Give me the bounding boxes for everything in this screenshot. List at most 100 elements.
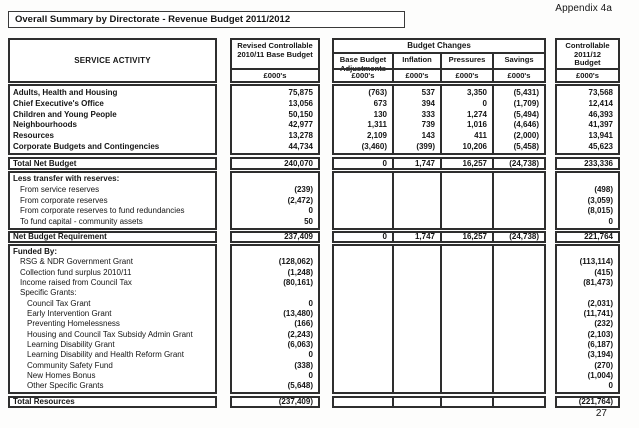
cell-infl: 394 xyxy=(421,98,435,108)
cell-sav xyxy=(494,278,544,288)
section-controllable-column: 233,336 xyxy=(555,157,620,170)
header-service-activity: SERVICE ACTIVITY xyxy=(8,38,217,83)
cell-sav xyxy=(494,350,544,360)
cell-infl xyxy=(394,247,440,257)
cell-adj xyxy=(334,381,392,391)
cell-sav: (5,431) xyxy=(513,88,539,97)
column-inflation: 1,747 xyxy=(392,159,440,168)
cell-base: (239) xyxy=(294,184,313,194)
cell-base xyxy=(232,288,318,298)
row-label: New Homes Bonus xyxy=(27,371,96,381)
cell-base: 42,977 xyxy=(288,120,313,130)
cell-infl xyxy=(394,185,440,196)
cell-base: (2,243) xyxy=(287,329,313,339)
cell-adj: (763) xyxy=(368,88,387,97)
column-savings xyxy=(492,398,544,406)
cell-infl xyxy=(394,196,440,207)
cell-base: (13,480) xyxy=(283,309,313,319)
section-service-column: Funded By: RSG & NDR Government Grant Coll… xyxy=(8,244,217,394)
table-section-reserves: Less transfer with reserves: From service… xyxy=(8,171,620,230)
cell-final: (3,059) xyxy=(587,195,613,205)
cell-base xyxy=(232,174,318,185)
appendix-label: Appendix 4a xyxy=(555,3,612,14)
cell-pres xyxy=(442,299,492,309)
row-label: Collection fund surplus 2010/11 xyxy=(20,267,132,277)
cell-adj: 130 xyxy=(373,109,387,119)
section-controllable-column: (221,764) xyxy=(555,396,620,408)
header-controllable-line2: 2011/12 xyxy=(573,49,602,59)
header-revised-units: £000's xyxy=(232,68,318,81)
cell-sav: (5,494) xyxy=(513,109,539,119)
cell-pres: 16,257 xyxy=(462,159,487,168)
cell-base: 240,070 xyxy=(284,159,313,168)
cell-pres: 16,257 xyxy=(462,233,487,241)
header-controllable-label: Controllable 2011/12 Budget xyxy=(557,40,618,68)
cell-final: (2,103) xyxy=(587,329,613,339)
section-budget-changes-box xyxy=(332,396,546,408)
cell-infl xyxy=(394,278,440,288)
header-revised-base-budget: Revised Controllable 2010/11 Base Budget… xyxy=(230,38,320,83)
column-pressures: 3,350 0 1,274 1,016 411 10,206 xyxy=(440,86,492,153)
row-label: Preventing Homelessness xyxy=(27,319,120,329)
cell-final xyxy=(557,174,618,185)
cell-sav xyxy=(494,398,544,407)
row-label: Learning Disability Grant xyxy=(27,340,115,350)
cell-adj xyxy=(334,268,392,278)
column-pressures: 16,257 xyxy=(440,159,492,168)
cell-sav xyxy=(494,319,544,329)
column-inflation xyxy=(392,398,440,406)
cell-adj xyxy=(334,257,392,267)
cell-pres: 1,016 xyxy=(466,120,487,130)
cell-adj xyxy=(334,361,392,371)
cell-adj xyxy=(334,174,392,185)
cell-base: (2,472) xyxy=(287,195,313,205)
cell-sav: (24,738) xyxy=(509,159,539,168)
header-column-base-budget-adjustments: Base Budget Adjustments £000's xyxy=(334,54,392,81)
section-base-budget-column: 75,875 13,056 50,150 42,977 13,278 44,734 xyxy=(230,84,320,155)
cell-final: 12,414 xyxy=(588,98,613,108)
cell-final: (3,194) xyxy=(587,350,613,360)
table-section-directorates: Adults, Health and Housing Chief Executiv… xyxy=(8,84,620,155)
cell-adj xyxy=(334,217,392,228)
cell-final: (8,015) xyxy=(587,206,613,216)
row-label: Total Resources xyxy=(13,398,75,406)
cell-base: (128,062) xyxy=(278,257,313,267)
row-label: Chief Executive's Office xyxy=(13,98,104,108)
cell-pres: 0 xyxy=(482,98,487,108)
cell-adj: 673 xyxy=(373,98,387,108)
cell-pres xyxy=(442,206,492,217)
row-label: Income raised from Council Tax xyxy=(20,278,132,288)
cell-sav: (4,646) xyxy=(513,120,539,130)
column-inflation xyxy=(392,246,440,392)
cell-final: (270) xyxy=(594,360,613,370)
cell-pres: 10,206 xyxy=(462,141,487,151)
header-revised-line1: Revised Controllable xyxy=(237,41,313,50)
row-label: Early Intervention Grant xyxy=(27,309,112,319)
cell-adj xyxy=(334,340,392,350)
section-controllable-column: (498) (3,059) (8,015) 0 xyxy=(555,171,620,230)
cell-sav xyxy=(494,309,544,319)
section-controllable-column: 221,764 xyxy=(555,231,620,243)
row-net-budget-requirement: Net Budget Requirement 237,409 0 1,747 1… xyxy=(8,231,620,243)
section-budget-changes-columns xyxy=(334,398,544,406)
cell-adj xyxy=(334,309,392,319)
cell-sav xyxy=(494,371,544,381)
cell-adj xyxy=(334,278,392,288)
column-savings: (24,738) xyxy=(492,159,544,168)
header-inflation-label: Inflation xyxy=(402,55,432,64)
section-budget-changes-box: (763) 673 130 1,311 2,109 (3,460) 537 394 333 73… xyxy=(332,84,546,155)
column-adjustments: 0 xyxy=(334,159,392,168)
cell-final: (415) xyxy=(594,267,613,277)
cell-infl xyxy=(394,381,440,391)
cell-infl: (399) xyxy=(416,141,435,151)
section-service-column: Adults, Health and Housing Chief Executiv… xyxy=(8,84,217,155)
cell-pres xyxy=(442,288,492,298)
row-label: To fund capital - community assets xyxy=(20,217,143,227)
cell-base: 44,734 xyxy=(288,141,313,151)
cell-final: (2,031) xyxy=(587,298,613,308)
cell-adj xyxy=(334,371,392,381)
header-adjustments-line1: Base Budget xyxy=(339,55,387,64)
cell-adj xyxy=(334,319,392,329)
header-column-inflation: Inflation £000's xyxy=(392,54,440,81)
